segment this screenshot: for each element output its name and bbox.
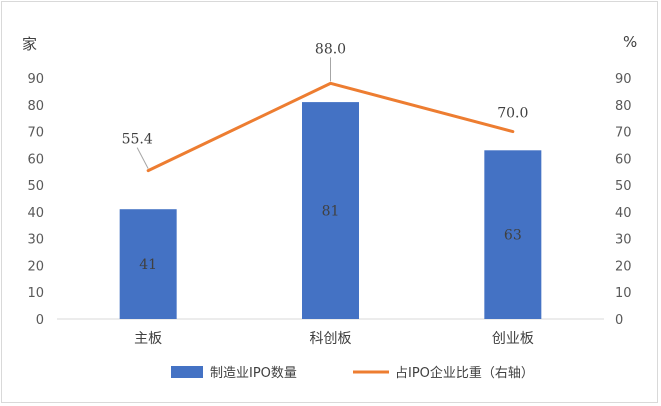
y-left-tick-label: 30 bbox=[27, 233, 44, 248]
y-left-tick-label: 70 bbox=[27, 126, 44, 141]
x-tick-label: 创业板 bbox=[492, 331, 534, 347]
bar bbox=[484, 150, 542, 319]
y-left-tick-label: 90 bbox=[27, 72, 44, 87]
y-right-tick-label: 0 bbox=[615, 313, 623, 328]
y-left-unit: 家 bbox=[22, 35, 37, 53]
line-value-label: 88.0 bbox=[315, 41, 346, 57]
bar bbox=[302, 102, 359, 319]
line-value-label: 55.4 bbox=[122, 132, 153, 148]
x-tick-label: 主板 bbox=[134, 331, 162, 347]
line-series bbox=[146, 81, 515, 173]
line-value-label: 70.0 bbox=[497, 106, 528, 122]
y-left-tick-label: 0 bbox=[36, 313, 44, 328]
y-right-tick-label: 20 bbox=[615, 259, 632, 274]
y-left-tick-label: 40 bbox=[27, 206, 44, 221]
y-right-unit: % bbox=[623, 33, 637, 51]
y-right-tick-label: 40 bbox=[615, 206, 632, 221]
y-right-tick-label: 90 bbox=[615, 72, 632, 87]
legend-label-line: 占IPO企业比重（右轴） bbox=[395, 365, 534, 381]
y-right-tick-label: 10 bbox=[615, 286, 632, 301]
y-left-tick-label: 60 bbox=[27, 152, 44, 167]
x-tick-label: 科创板 bbox=[310, 331, 352, 347]
y-right-tick-label: 60 bbox=[615, 152, 632, 167]
leader-line bbox=[136, 147, 149, 169]
bar-value-label: 41 bbox=[139, 257, 157, 273]
y-left-tick-label: 20 bbox=[27, 259, 44, 274]
y-left-tick-label: 50 bbox=[27, 179, 44, 194]
legend-label-bar: 制造业IPO数量 bbox=[210, 366, 297, 381]
bar-value-label: 81 bbox=[322, 204, 340, 220]
legend-swatch-bar bbox=[171, 366, 203, 378]
y-right-tick-label: 80 bbox=[615, 99, 632, 114]
bar bbox=[119, 209, 177, 319]
y-right-tick-label: 70 bbox=[615, 126, 632, 141]
y-right-tick-label: 50 bbox=[615, 179, 632, 194]
bar-value-label: 63 bbox=[504, 228, 522, 244]
y-right-tick-label: 30 bbox=[615, 233, 632, 248]
y-left-tick-label: 80 bbox=[27, 99, 44, 114]
y-left-tick-label: 10 bbox=[27, 286, 44, 301]
